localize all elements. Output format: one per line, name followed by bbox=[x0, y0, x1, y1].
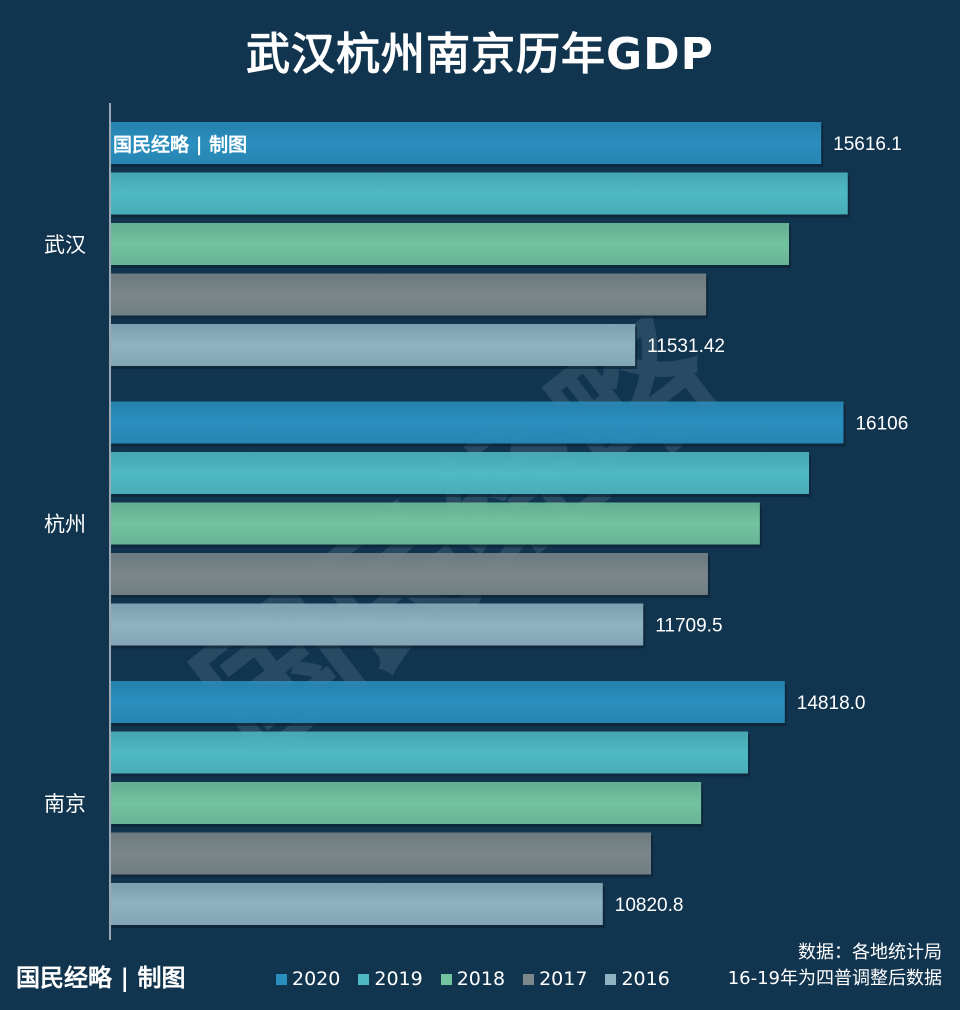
note-line: 16-19年为四普调整后数据 bbox=[727, 968, 942, 989]
bar-2019 bbox=[110, 452, 810, 494]
bar-2018 bbox=[110, 223, 790, 265]
bar-2017 bbox=[110, 553, 708, 595]
data-label: 16106 bbox=[855, 414, 908, 435]
legend-item: 2016 bbox=[605, 968, 670, 990]
legend-item: 2020 bbox=[276, 968, 340, 990]
bar-2019 bbox=[110, 172, 848, 215]
legend-item: 2018 bbox=[440, 968, 506, 990]
chart-title: 武汉杭州南京历年GDP bbox=[246, 29, 714, 80]
data-label: 11531.42 bbox=[647, 336, 725, 357]
legend-label: 2019 bbox=[374, 968, 423, 990]
bar-2020 bbox=[110, 401, 844, 444]
legend-swatch bbox=[358, 973, 370, 985]
bar-2016 bbox=[110, 883, 603, 925]
category-label: 南京 bbox=[44, 792, 86, 816]
legend-label: 2018 bbox=[456, 968, 506, 990]
brand-label-bottom: 国民经略 | 制图 bbox=[16, 963, 186, 992]
legend-swatch bbox=[523, 973, 535, 985]
category-label: 武汉 bbox=[44, 233, 86, 257]
bar-2016 bbox=[110, 603, 644, 646]
bar-2017 bbox=[110, 832, 652, 875]
data-label: 15616.1 bbox=[833, 134, 902, 155]
bar-2020 bbox=[110, 681, 785, 723]
legend-item: 2019 bbox=[358, 968, 423, 990]
data-label: 14818.0 bbox=[797, 693, 866, 714]
source-line: 数据：各地统计局 bbox=[798, 942, 942, 963]
legend-label: 2020 bbox=[292, 968, 341, 990]
brand-label-top: 国民经略 | 制图 bbox=[113, 134, 248, 156]
bar-2017 bbox=[110, 273, 707, 316]
legend-label: 2016 bbox=[621, 968, 670, 990]
category-label: 杭州 bbox=[44, 513, 86, 537]
legend-swatch bbox=[276, 973, 287, 985]
source-note: 数据：各地统计局 16-19年为四普调整后数据 bbox=[728, 940, 942, 992]
data-label: 11709.5 bbox=[655, 616, 722, 637]
bar-2019 bbox=[110, 731, 749, 774]
bar-2018 bbox=[110, 502, 760, 545]
bar-2018 bbox=[110, 782, 702, 824]
data-label: 10820.8 bbox=[615, 895, 684, 916]
bar-2020 bbox=[110, 122, 822, 164]
legend-swatch bbox=[440, 973, 452, 985]
legend-swatch bbox=[605, 973, 617, 985]
legend: 2020 2019 2018 2017 2016 bbox=[276, 968, 670, 990]
legend-label: 2017 bbox=[539, 968, 588, 990]
legend-item: 2017 bbox=[523, 968, 587, 990]
bar-2016 bbox=[110, 324, 636, 366]
